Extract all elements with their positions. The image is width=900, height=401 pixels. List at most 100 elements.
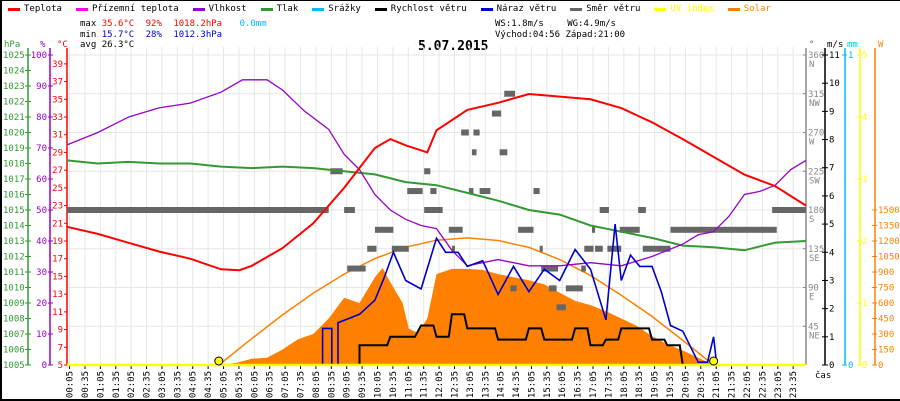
wind-tick-label: 11: [829, 51, 840, 61]
wind-tick-label: 7: [829, 164, 834, 174]
solar-tick-label: 900: [878, 268, 894, 278]
x-tick-label: 15:35: [543, 371, 553, 398]
pressure-unit: hPa: [4, 40, 20, 50]
wind-direction-mark: [471, 149, 477, 156]
x-tick-label: 04:35: [204, 371, 214, 398]
stats-max-row: max 35.6°C 92% 1018.2hPa 0.0mm: [80, 19, 267, 29]
x-tick-label: 12:05: [435, 371, 445, 398]
legend-label: Přízemní teplota: [91, 4, 179, 14]
x-tick-label: 15:05: [527, 371, 537, 398]
wind-direction-mark: [491, 110, 502, 117]
wind-direction-mark: [407, 188, 423, 195]
uv-tick-label: 5: [862, 51, 867, 61]
legend-label: Tlak: [276, 4, 299, 14]
pressure-tick-label: 1006: [3, 346, 25, 356]
legend-item: Solar: [727, 4, 771, 14]
wind-direction-mark: [504, 90, 516, 97]
direction-tick-label: 180: [808, 206, 824, 216]
humidity-tick-label: 30: [36, 268, 47, 278]
pressure-tick-label: 1012: [3, 253, 25, 263]
x-tick-label: 08:05: [312, 371, 322, 398]
wind-direction-mark: [556, 304, 566, 311]
x-tick-label: 18:05: [620, 371, 630, 398]
x-tick-label: 06:05: [250, 371, 260, 398]
pressure-tick-label: 1007: [3, 330, 25, 340]
wind-tick-label: 8: [829, 136, 834, 146]
uv-tick-label: 3: [862, 175, 867, 185]
legend-label: Teplota: [24, 4, 62, 14]
wind-tick-label: 4: [829, 248, 834, 258]
wind-direction-mark: [344, 207, 355, 213]
wind-direction-mark: [374, 226, 394, 233]
humidity-tick-label: 90: [36, 82, 47, 92]
temperature-unit: °C: [57, 40, 68, 50]
pressure-tick-label: 1020: [3, 129, 25, 139]
rain-total: 0.0mm: [239, 19, 267, 29]
compass-label: S: [809, 215, 814, 225]
compass-label: SE: [809, 254, 820, 264]
direction-tick-label: 315: [808, 90, 824, 100]
pressure-tick-label: 1010: [3, 284, 25, 294]
legend-item: Teplota: [8, 4, 62, 14]
legend-item: Rychlost větru: [374, 4, 467, 14]
solar-tick-label: 150: [878, 346, 894, 356]
x-tick-label: 14:35: [512, 371, 522, 398]
pressure-tick-label: 1015: [3, 206, 25, 216]
solar-tick-label: 0: [878, 361, 883, 371]
x-tick-label: 01:35: [112, 371, 122, 398]
wind-direction-mark: [499, 149, 508, 156]
x-tick-label: 03:35: [173, 371, 183, 398]
wind-direction-mark: [468, 188, 474, 195]
wind-direction-mark: [619, 226, 640, 233]
humidity-tick-label: 50: [36, 206, 47, 216]
wind-direction-mark: [424, 207, 443, 213]
wind-tick-label: 6: [829, 192, 834, 202]
legend-swatch: [192, 7, 205, 11]
humidity-tick-label: 20: [36, 299, 47, 309]
legend-item: UV index: [654, 4, 714, 14]
legend-item: Srážky: [312, 4, 361, 14]
rain-tick-label: 1: [848, 51, 853, 61]
legend-swatch: [480, 7, 493, 11]
solar-tick-label: 450: [878, 315, 894, 325]
pressure-tick-label: 1005: [3, 361, 25, 371]
pressure-tick-label: 1018: [3, 160, 25, 170]
direction-tick-label: 270: [808, 129, 824, 139]
legend-item: Náraz větru: [480, 4, 557, 14]
pressure-tick-label: 1025: [3, 51, 25, 61]
wind-direction-mark: [367, 245, 377, 252]
uv-tick-label: 4: [862, 113, 867, 123]
solar-tick-label: 600: [878, 299, 894, 309]
solar-tick-label: 1050: [878, 253, 900, 263]
legend-label: Náraz větru: [496, 4, 557, 14]
wind-direction-mark: [391, 245, 409, 252]
legend-label: Srážky: [328, 4, 361, 14]
stats-min-row: min 15.7°C 28% 1012.3hPa: [80, 30, 222, 40]
x-tick-label: 10:35: [389, 371, 399, 398]
wind-tick-label: 0: [829, 361, 834, 371]
legend-item: Směr větru: [570, 4, 640, 14]
pressure-tick-label: 1017: [3, 175, 25, 185]
legend-item: Tlak: [260, 4, 299, 14]
legend-label: Rychlost větru: [390, 4, 467, 14]
compass-label: NW: [809, 99, 820, 109]
chart-title: 5.07.2015: [418, 39, 489, 54]
x-tick-label: 21:35: [728, 371, 738, 398]
solar-unit: W: [878, 40, 884, 50]
wind-direction-mark: [772, 207, 806, 213]
compass-label: W: [809, 138, 815, 148]
x-tick-label: 00:35: [81, 371, 91, 398]
pressure-tick-label: 1021: [3, 113, 25, 123]
solar-tick-label: 750: [878, 284, 894, 294]
humidity-tick-label: 40: [36, 237, 47, 247]
temperature-tick-label: 11: [52, 308, 63, 318]
wind-direction-mark: [518, 226, 534, 233]
temperature-tick-label: 35: [52, 95, 63, 105]
direction-tick-label: 360: [808, 51, 824, 61]
sunrise-time: Východ:04:56: [495, 30, 561, 40]
temperature-tick-label: 21: [52, 219, 63, 229]
wind-direction-mark: [479, 188, 491, 195]
rain-unit: mm: [847, 40, 858, 50]
direction-unit: °: [809, 40, 814, 50]
